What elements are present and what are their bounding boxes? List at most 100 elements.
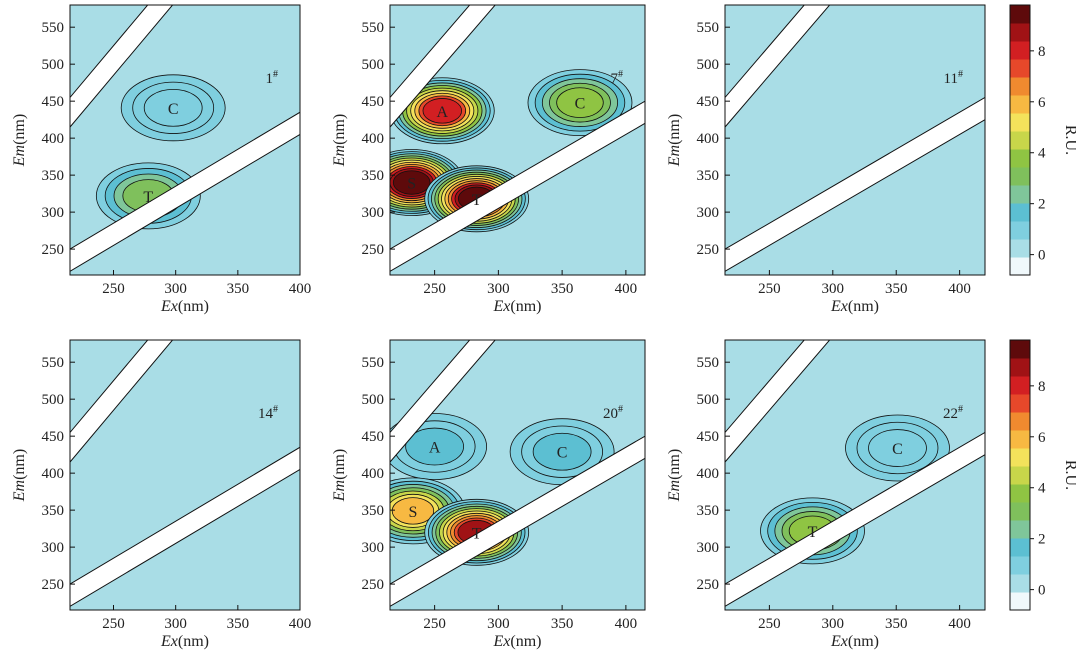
contour-c [532, 432, 592, 471]
colorbar-tick-label: 2 [1038, 532, 1046, 548]
peak-label-a: A [436, 104, 448, 121]
colorbar-tick-label: 4 [1038, 146, 1046, 162]
y-axis-label: Em(nm) [666, 114, 683, 167]
colorbar-tick-label: 8 [1038, 379, 1046, 395]
peak-label-c: C [168, 101, 179, 118]
colorbar-frame [1009, 339, 1031, 611]
y-tick-label: 400 [697, 466, 720, 482]
peak-label-t: T [472, 525, 482, 542]
y-tick-label: 300 [697, 205, 720, 221]
colorbar-tick-label: 0 [1038, 248, 1046, 264]
first-order-scatter-band [70, 111, 300, 272]
eem-plot-area [725, 5, 985, 275]
colorbar-swatch [1010, 376, 1030, 395]
first-order-scatter-band [725, 431, 985, 607]
x-tick-label: 350 [885, 281, 908, 297]
second-order-scatter-band [725, 340, 831, 463]
y-tick-label: 450 [362, 94, 385, 110]
eem-panel-6: 250 300 350 400 250 300 350 400 450 500 550 Ex(nm) E… [666, 339, 986, 650]
colorbar-swatch [1010, 430, 1030, 449]
peak-label-s: S [408, 504, 417, 521]
colorbar: 0 2 4 6 8 R.U. [1009, 339, 1076, 611]
y-axis-label: Em(nm) [331, 114, 348, 167]
y-tick-label: 550 [362, 20, 385, 36]
y-tick-label: 550 [697, 355, 720, 371]
y-tick-label: 500 [42, 392, 65, 408]
y-tick-label: 350 [42, 503, 65, 519]
eem-panel-5: 250 300 350 400 250 300 350 400 450 500 550 Ex(nm) E… [331, 339, 646, 650]
y-tick-label: 450 [42, 94, 65, 110]
second-order-scatter-band [70, 5, 174, 128]
y-tick-label: 400 [362, 466, 385, 482]
x-tick-label: 250 [423, 616, 446, 632]
eem-plot-area [390, 5, 645, 275]
y-tick-label: 250 [697, 577, 720, 593]
x-tick-label: 250 [423, 281, 446, 297]
colorbar-label: R.U. [1062, 460, 1076, 490]
contour-c [556, 87, 604, 118]
colorbar-tick-label: 6 [1038, 95, 1046, 111]
x-tick-label: 350 [551, 281, 574, 297]
colorbar-swatch [1010, 358, 1030, 377]
x-tick-label: 250 [758, 281, 781, 297]
colorbar-swatch [1010, 484, 1030, 503]
colorbar-swatch [1010, 113, 1030, 132]
y-axis-label: Em(nm) [11, 449, 28, 502]
sample-label: 14# [258, 404, 278, 422]
y-tick-label: 350 [362, 168, 385, 184]
contour-a [405, 427, 464, 466]
first-order-scatter-band [390, 100, 645, 272]
x-tick-label: 300 [822, 616, 845, 632]
colorbar-swatch [1010, 556, 1030, 575]
y-tick-label: 450 [697, 429, 720, 445]
x-tick-label: 300 [822, 281, 845, 297]
y-tick-label: 450 [697, 94, 720, 110]
y-tick-label: 550 [42, 355, 65, 371]
colorbar-swatch [1010, 239, 1030, 258]
colorbar-swatch [1010, 185, 1030, 204]
colorbar-swatch [1010, 203, 1030, 222]
peak-label-s: S [407, 176, 416, 193]
first-order-scatter-band [725, 96, 985, 272]
y-tick-label: 550 [697, 20, 720, 36]
y-tick-label: 250 [362, 242, 385, 258]
eem-plot-area [725, 340, 985, 610]
y-tick-label: 250 [697, 242, 720, 258]
y-tick-label: 300 [362, 540, 385, 556]
y-tick-label: 350 [697, 503, 720, 519]
y-tick-label: 350 [697, 168, 720, 184]
eem-panel-2: 250 300 350 400 250 300 350 400 450 500 550 Ex(nm) E… [331, 4, 646, 315]
colorbar-swatch [1010, 59, 1030, 78]
x-tick-label: 400 [289, 281, 312, 297]
second-order-scatter-band [390, 5, 496, 128]
x-axis-label: Ex(nm) [493, 298, 542, 315]
x-tick-label: 400 [615, 281, 638, 297]
y-tick-label: 550 [42, 20, 65, 36]
x-tick-label: 400 [948, 281, 971, 297]
y-tick-label: 400 [697, 131, 720, 147]
colorbar-swatch [1010, 257, 1030, 276]
y-axis-label: Em(nm) [666, 449, 683, 502]
y-tick-label: 400 [362, 131, 385, 147]
x-tick-label: 250 [758, 616, 781, 632]
sample-label: 22# [943, 404, 963, 422]
colorbar-tick-label: 4 [1038, 481, 1046, 497]
second-order-scatter-band [390, 340, 496, 463]
y-tick-label: 300 [42, 205, 65, 221]
x-tick-label: 350 [227, 616, 250, 632]
colorbar-swatch [1010, 412, 1030, 431]
peak-label-t: T [472, 192, 482, 209]
colorbar-tick-label: 6 [1038, 430, 1046, 446]
eem-panel-4: 250 300 350 400 250 300 350 400 450 500 550 Ex(nm) E… [11, 339, 311, 650]
peak-label-a: A [429, 440, 441, 457]
y-tick-label: 500 [362, 57, 385, 73]
plot-frame [724, 4, 986, 276]
colorbar-tick-label: 2 [1038, 197, 1046, 213]
y-tick-label: 450 [42, 429, 65, 445]
y-tick-label: 500 [697, 57, 720, 73]
plot-frame [389, 339, 646, 611]
y-tick-label: 500 [697, 392, 720, 408]
colorbar-swatch [1010, 167, 1030, 186]
y-tick-label: 500 [362, 392, 385, 408]
